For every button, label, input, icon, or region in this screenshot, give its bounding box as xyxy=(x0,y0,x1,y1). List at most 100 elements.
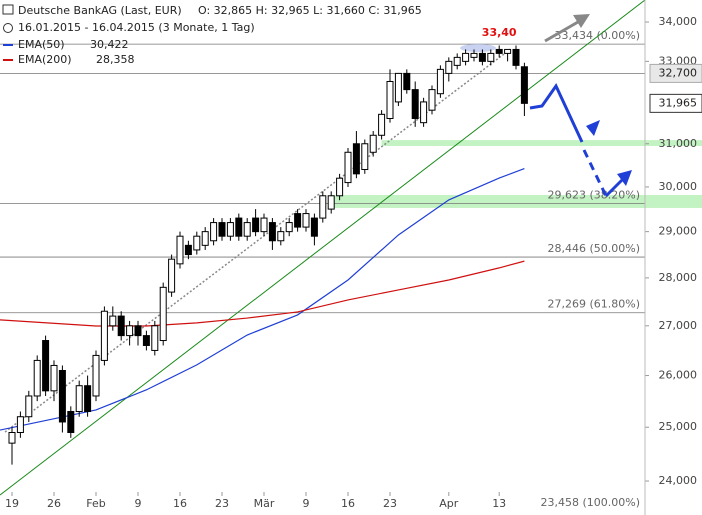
header: Deutsche BankAG (Last, EUR) O: 32,865 H:… xyxy=(2,4,422,34)
x-tick-label: 23 xyxy=(383,497,397,510)
y-tick-label: 26,000 xyxy=(659,369,698,382)
x-tick-label: Mär xyxy=(254,497,275,510)
candle-body xyxy=(193,235,201,251)
candle-body xyxy=(42,340,50,392)
y-tick-label: 25,000 xyxy=(659,420,698,433)
y-tick-label: 29,000 xyxy=(659,225,698,238)
x-tick-label: Apr xyxy=(439,497,459,510)
candle-body xyxy=(126,325,134,337)
candle-body xyxy=(33,359,41,397)
ema-line xyxy=(0,167,525,431)
quote: O: 32,865 H: 32,965 L: 31,660 C: 31,965 xyxy=(198,4,422,17)
y-tick-label: 24,000 xyxy=(659,474,698,487)
candle-body xyxy=(462,52,470,62)
candle-body xyxy=(336,177,344,197)
candle-body xyxy=(92,354,100,397)
candle-body xyxy=(436,68,444,95)
candle-body xyxy=(302,213,310,228)
candle-body xyxy=(394,72,402,103)
candle-body xyxy=(319,195,327,219)
zones xyxy=(331,140,702,208)
fib-label: 27,269 (61.80%) xyxy=(547,298,640,311)
candle-body xyxy=(58,369,66,423)
candle-body xyxy=(386,80,394,119)
candle-body xyxy=(151,325,159,351)
instrument: Deutsche BankAG (Last, EUR) xyxy=(18,4,182,17)
candle-body xyxy=(16,416,24,434)
legend-name: EMA(50) xyxy=(18,38,65,51)
candle-body xyxy=(8,432,16,444)
fib-label: 29,623 (38.20%) xyxy=(547,189,640,202)
candle-body xyxy=(285,222,293,233)
x-tick-label: 16 xyxy=(173,497,187,510)
candle-body xyxy=(142,335,150,346)
highlight-zone xyxy=(381,140,702,146)
candle-body xyxy=(252,217,260,233)
candle-body xyxy=(159,286,167,342)
candle-body xyxy=(226,222,234,237)
candle-body xyxy=(277,231,285,242)
y-tick-label: 34,000 xyxy=(659,15,698,28)
candle-body xyxy=(487,52,495,62)
candle-body xyxy=(344,151,352,184)
candle-body xyxy=(403,72,411,91)
legend-name: EMA(200) xyxy=(18,53,72,66)
candle-body xyxy=(75,385,83,413)
candle-body xyxy=(134,325,142,337)
candle-body xyxy=(50,364,58,392)
candles xyxy=(8,45,528,465)
candle-body xyxy=(310,217,318,237)
candle-body xyxy=(210,222,218,242)
candle-body xyxy=(201,231,209,246)
candle-body xyxy=(428,89,436,111)
candle-body xyxy=(327,195,335,210)
candle-body xyxy=(218,222,226,237)
candle-body xyxy=(260,217,268,233)
candle-body xyxy=(420,101,428,124)
legend-value: 30,422 xyxy=(90,38,129,51)
peak-annotation: 33,40 xyxy=(482,26,517,39)
x-tick-label: 9 xyxy=(303,497,310,510)
y-tick-label: 28,000 xyxy=(659,271,698,284)
candle-body xyxy=(478,52,486,62)
highlight-zone xyxy=(331,194,702,208)
fib-label: 23,458 (100.00%) xyxy=(540,496,640,509)
arrow-path xyxy=(604,178,624,198)
arrow-head xyxy=(573,14,590,28)
candle-body xyxy=(369,134,377,153)
icon xyxy=(3,23,13,33)
candle-body xyxy=(361,143,369,171)
candle-body xyxy=(243,222,251,237)
candle-body xyxy=(67,411,75,434)
arrow-path xyxy=(529,83,584,143)
candle-body xyxy=(520,66,528,104)
candle-body xyxy=(378,113,386,136)
peak-marker xyxy=(460,44,496,52)
candle-body xyxy=(109,315,117,327)
candle-body xyxy=(470,52,478,58)
candle-body xyxy=(453,56,461,66)
arrow-head xyxy=(617,170,632,186)
icon xyxy=(2,4,14,15)
y-tick-label: 27,000 xyxy=(659,319,698,332)
candle-body xyxy=(176,235,184,265)
legend-value: 28,358 xyxy=(96,53,135,66)
candle-body xyxy=(512,48,520,66)
period: 16.01.2015 - 16.04.2015 (3 Monate, 1 Tag… xyxy=(18,21,255,34)
candle-body xyxy=(268,222,276,242)
candle-body xyxy=(495,48,503,54)
price-label: 32,700 xyxy=(659,66,698,79)
candle-body xyxy=(25,395,33,418)
candle-body xyxy=(445,60,453,74)
x-tick-label: 26 xyxy=(47,497,61,510)
candle-body xyxy=(168,258,176,293)
arrow-head xyxy=(586,120,600,136)
price-box xyxy=(649,63,702,83)
candle-body xyxy=(100,310,108,361)
x-tick-label: 16 xyxy=(341,497,355,510)
arrow-path xyxy=(544,20,579,43)
x-tick-label: 13 xyxy=(492,497,506,510)
